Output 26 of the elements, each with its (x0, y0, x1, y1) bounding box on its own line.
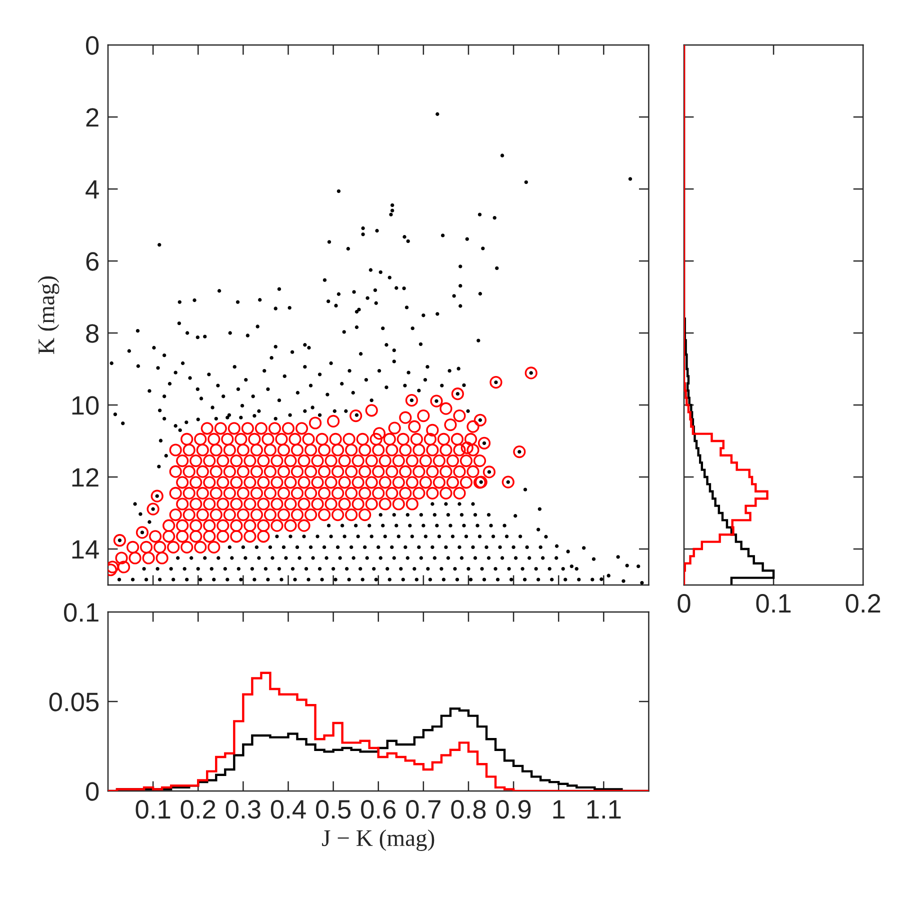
y-tick-label: 0 (86, 782, 99, 801)
x-axis-title: J − K (mag) (322, 830, 434, 851)
y-tick-label: 0.05 (49, 692, 99, 712)
y-tick-label: 12 (72, 468, 98, 487)
y-tick-label: 4 (86, 180, 99, 199)
x-tick-label: 0.3 (226, 800, 260, 819)
x-tick-label: 0.2 (180, 800, 216, 819)
x-tick-label: 0.8 (451, 800, 486, 819)
x-tick-label: 0.9 (496, 800, 531, 819)
x-tick-label: 0 (678, 594, 690, 613)
y-tick-label: 10 (72, 396, 99, 415)
x-tick-label: 0.5 (316, 800, 351, 819)
y-tick-label: 0 (86, 36, 99, 55)
x-tick-label: 1.1 (587, 800, 621, 818)
x-tick-label: 0.7 (406, 800, 440, 819)
x-tick-label: 0.1 (756, 594, 791, 613)
y-tick-label: 14 (72, 540, 99, 559)
x-tick-label: 0.2 (846, 594, 880, 613)
x-tick-label: 0.6 (361, 800, 396, 819)
y-tick-label: 2 (86, 108, 98, 127)
y-axis-title: K (mag) (38, 276, 60, 354)
x-tick-label: 1 (553, 800, 565, 818)
y-tick-label: 8 (86, 324, 99, 343)
x-tick-label: 0.1 (136, 800, 170, 819)
y-tick-label: 6 (86, 252, 99, 271)
x-tick-label: 0.4 (270, 800, 306, 819)
